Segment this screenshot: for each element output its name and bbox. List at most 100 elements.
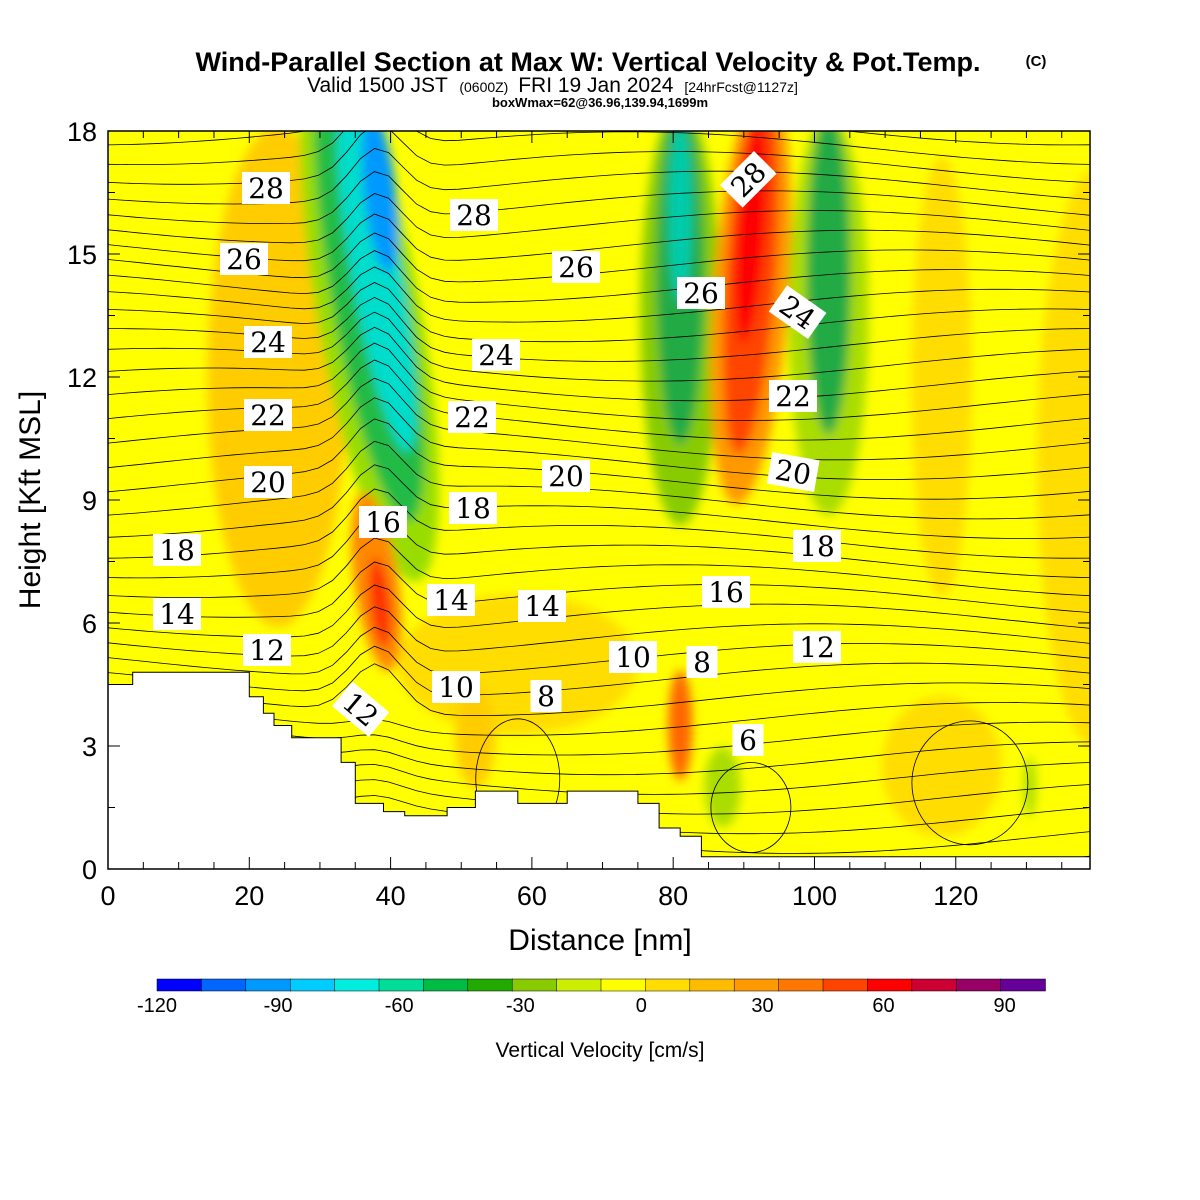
contour-label-box <box>793 530 841 562</box>
contour-label: 28 <box>242 172 290 205</box>
contour-label-text: 22 <box>250 399 286 432</box>
box-info: boxWmax=62@36.96,139.94,1699m <box>492 95 708 110</box>
contour-label: 26 <box>220 243 268 276</box>
contour-label: 22 <box>769 380 817 413</box>
contour-label-text: 20 <box>250 466 286 499</box>
contour-label-text: 16 <box>708 576 744 609</box>
valid-prefix: Valid 1500 JST <box>307 74 448 97</box>
contour-label-box <box>702 576 750 608</box>
contour-label: 26 <box>552 251 600 284</box>
contour-label-text: 18 <box>159 534 195 567</box>
contour-label: 6 <box>732 724 764 757</box>
contour-label-text: 28 <box>456 199 492 232</box>
contour-label-box <box>331 681 390 737</box>
contour-label-text: 18 <box>799 530 835 563</box>
colorbar-swatch <box>289 978 336 992</box>
x-tick-label: 60 <box>517 881 547 911</box>
theta-closed-contour <box>911 720 1029 846</box>
colorbar-swatch <box>645 978 691 992</box>
contour-label-text: 18 <box>455 492 491 525</box>
contour-label-text: 14 <box>524 590 560 623</box>
x-axis-title: Distance [nm] <box>508 924 691 957</box>
contour-label-text: 28 <box>248 172 284 205</box>
x-tick-label: 80 <box>658 881 688 911</box>
contour-label-text: 26 <box>226 243 262 276</box>
contour-label-text: 22 <box>454 401 490 434</box>
colorbar-tick-label: 60 <box>872 995 894 1017</box>
contour-label-box <box>769 380 817 412</box>
theta-contour-line <box>108 561 1090 618</box>
contour-label: 12 <box>243 634 291 667</box>
terrain <box>108 671 1090 869</box>
colorbar-tick-label: 90 <box>994 995 1016 1017</box>
colorbar-tick-label: 0 <box>636 995 647 1017</box>
y-axis-title: Height [Kft MSL] <box>14 391 47 609</box>
contour-label: 10 <box>432 671 480 704</box>
valid-utc: (0600Z) <box>459 79 508 95</box>
theta-contour-line <box>108 193 1090 244</box>
x-tick-label: 20 <box>234 881 264 911</box>
contour-label-box <box>677 277 725 309</box>
theta-contour-line <box>108 213 1090 262</box>
y-tick-label: 0 <box>82 855 97 885</box>
contour-label: 24 <box>472 339 520 372</box>
contour-label: 28 <box>450 199 498 232</box>
contour-label-box <box>686 646 718 678</box>
theta-contour-line <box>108 342 1090 421</box>
colorbar-swatch <box>378 978 425 992</box>
colorbar-swatch <box>1000 978 1046 992</box>
colorbar: -120 -90 -60 -30 0 30 60 90 <box>137 978 1046 1017</box>
contour-label-text: 20 <box>548 460 584 493</box>
contour-label: 14 <box>518 590 566 623</box>
contour-label: 20 <box>766 452 820 492</box>
contour-label-box <box>542 460 590 492</box>
contour-label-box <box>153 534 201 566</box>
contour-label-box <box>244 466 292 498</box>
contour-label-text: 22 <box>775 380 811 413</box>
contour-label-text: 16 <box>365 506 401 539</box>
contour-label-text: 14 <box>159 598 195 631</box>
x-tick-label: 0 <box>100 881 115 911</box>
valid-date: FRI 19 Jan 2024 <box>518 74 674 97</box>
colorbar-swatch <box>467 978 513 992</box>
contour-label-text: 26 <box>683 277 719 310</box>
colorbar-swatch <box>423 978 469 992</box>
contour-label-box <box>242 172 290 204</box>
contour-label-box <box>472 339 520 371</box>
colorbar-swatch <box>511 978 558 992</box>
contour-label-box <box>530 680 562 712</box>
contour-label-text: 12 <box>249 634 285 667</box>
contour-label-box <box>766 452 820 492</box>
contour-label: 16 <box>359 506 407 539</box>
contour-label-box <box>449 492 497 524</box>
x-tick-label: 40 <box>376 881 406 911</box>
contour-label: 22 <box>244 399 292 432</box>
contour-label-text: 24 <box>478 339 514 372</box>
colorbar-tick-label: -90 <box>264 995 293 1017</box>
updraft-core <box>668 670 693 781</box>
y-tick-label: 12 <box>67 363 97 393</box>
contour-label-box <box>732 724 764 756</box>
theta-contour-line <box>108 513 1090 579</box>
theta-contour-line <box>108 397 1090 480</box>
contour-label: 8 <box>686 646 718 679</box>
contour-label: 20 <box>244 466 292 499</box>
theta-contour-line <box>108 626 1090 675</box>
theta-contour-line <box>108 488 1090 559</box>
axes: 0 20 40 60 80 100 120 0 3 6 9 12 15 18 <box>67 117 1090 911</box>
contour-label: 14 <box>427 584 475 617</box>
downdraft-column <box>806 131 851 435</box>
contour-label-box <box>768 285 827 340</box>
colorbar-title: Vertical Velocity [cm/s] <box>496 1039 705 1062</box>
contour-label: 24 <box>244 326 292 359</box>
colorbar-swatch <box>245 978 291 992</box>
downdraft-column <box>704 747 741 827</box>
theta-contour-line <box>108 645 1090 696</box>
contour-label: 10 <box>609 641 657 674</box>
contour-label-box <box>244 399 292 431</box>
colorbar-swatch <box>156 978 203 992</box>
contour-label: 16 <box>702 576 750 609</box>
colorbar-swatch <box>201 978 247 992</box>
contour-label-text: 8 <box>537 680 555 713</box>
